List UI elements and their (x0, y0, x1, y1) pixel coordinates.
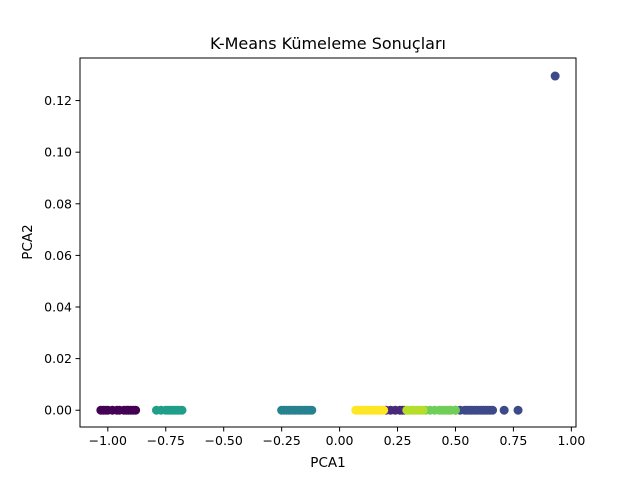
data-point-cluster-0 (131, 405, 141, 415)
data-point-cluster-2 (513, 405, 523, 415)
y-tick-label: 0.02 (44, 351, 72, 366)
data-point-cluster-2 (550, 71, 560, 81)
y-tick-label: 0.10 (44, 145, 72, 160)
y-axis-label: PCA2 (20, 224, 36, 259)
data-point-cluster-4 (307, 405, 317, 415)
y-tick-label: 0.04 (44, 300, 72, 315)
x-axis-label: PCA1 (310, 455, 345, 471)
y-tick-label: 0.00 (44, 403, 72, 418)
data-point-cluster-2 (499, 405, 509, 415)
y-tick-label: 0.12 (44, 93, 72, 108)
x-tick-label: −0.50 (205, 433, 243, 448)
chart-title: K-Means Kümeleme Sonuçları (210, 34, 446, 53)
y-axis: 0.00 0.02 0.04 0.06 0.08 0.10 0.12 (44, 93, 80, 418)
data-point-cluster-5 (177, 405, 187, 415)
data-point-cluster-7 (450, 405, 460, 415)
y-tick-label: 0.06 (44, 248, 72, 263)
plot-frame (79, 57, 577, 428)
data-point-cluster-8 (418, 405, 428, 415)
data-point-cluster-9 (379, 405, 389, 415)
data-points (96, 71, 560, 415)
x-tick-label: 0.50 (442, 433, 470, 448)
x-tick-label: −0.75 (147, 433, 185, 448)
x-tick-label: −1.00 (89, 433, 127, 448)
y-tick-label: 0.08 (44, 196, 72, 211)
x-tick-label: 0.25 (384, 433, 412, 448)
x-tick-label: 0.75 (499, 433, 527, 448)
x-axis: −1.00 −0.75 −0.50 −0.25 0.00 0.25 0.50 0.75 1.00 (89, 427, 585, 448)
data-point-cluster-2 (488, 405, 498, 415)
x-tick-label: 0.00 (326, 433, 354, 448)
x-tick-label: 1.00 (557, 433, 585, 448)
x-tick-label: −0.25 (262, 433, 300, 448)
